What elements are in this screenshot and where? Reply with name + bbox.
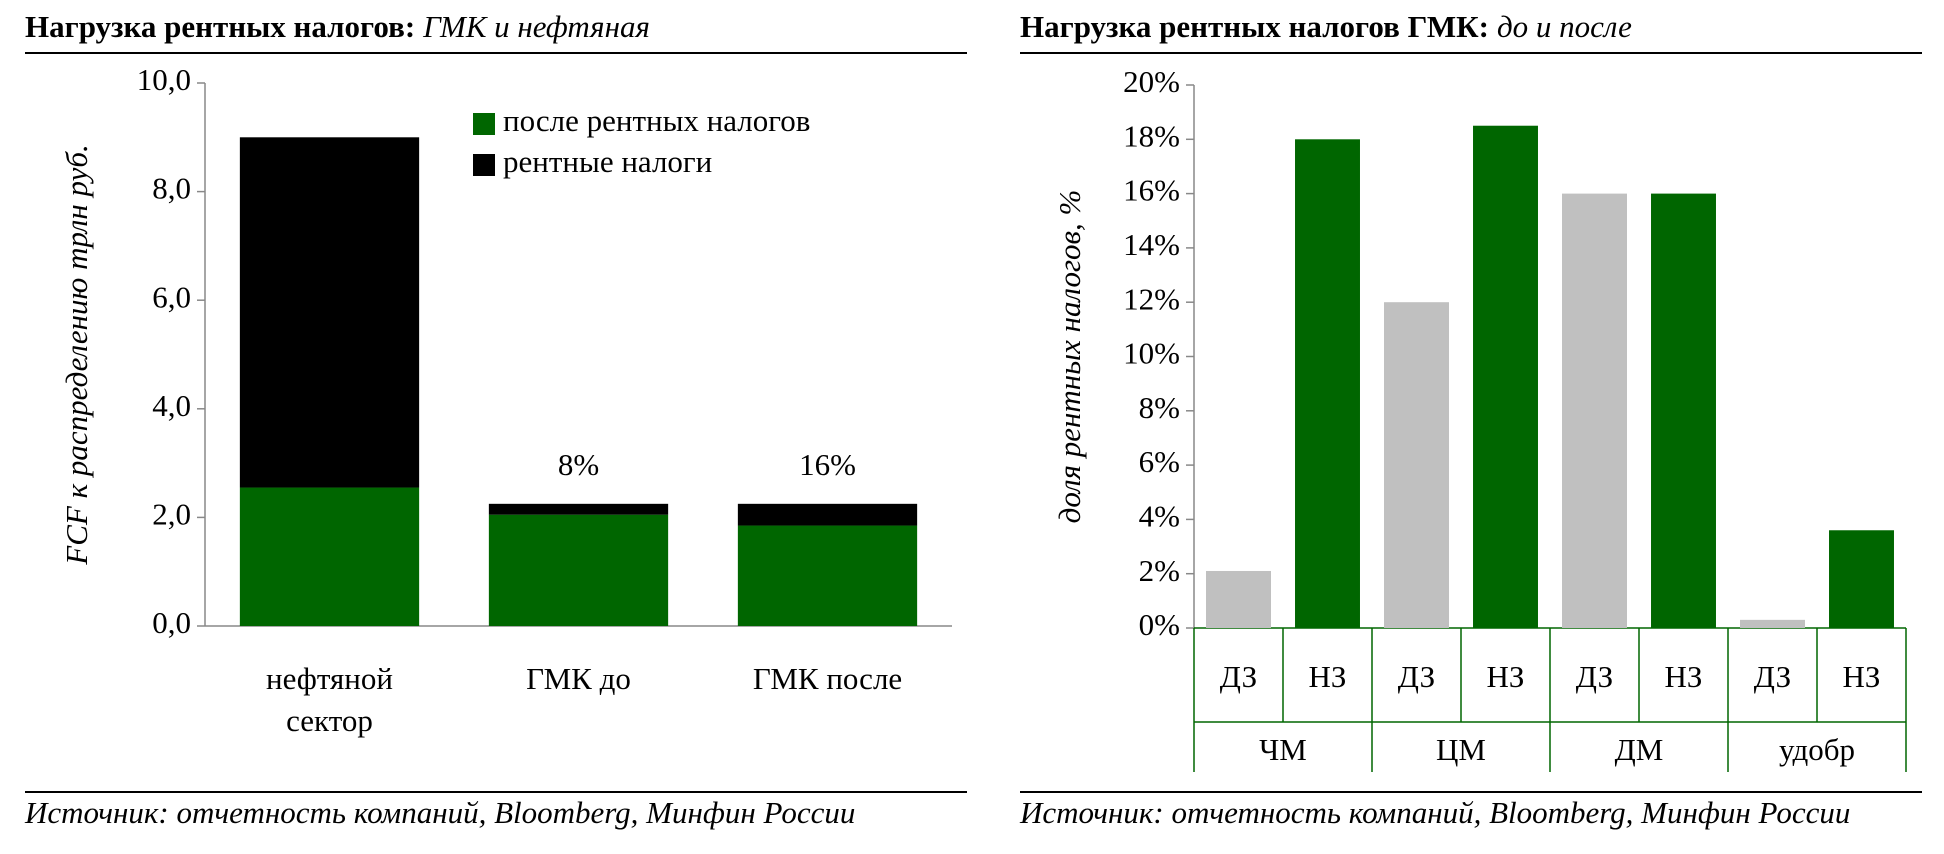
chart-title: Нагрузка рентных налогов: ГМК и нефтяная — [25, 9, 650, 44]
x-tick-label: нефтяной сектор — [266, 661, 393, 738]
title-part: Нагрузка рентных налогов ГМК: — [1020, 9, 1489, 44]
annotation: 70-80% — [280, 278, 378, 313]
x-tick-label: НЗ — [1843, 659, 1881, 694]
bar — [1206, 570, 1271, 628]
x-tick-label: ДЗ — [1754, 659, 1791, 694]
x-tick-label: ГМК до — [526, 661, 631, 696]
bar — [1473, 125, 1538, 628]
y-tick-label: 0,0 — [152, 605, 191, 640]
bar — [1384, 302, 1449, 628]
y-tick-label: 16% — [1123, 173, 1180, 208]
y-tick-label: 6% — [1139, 444, 1180, 479]
y-tick-label: 0% — [1139, 607, 1180, 642]
group-label: удобр — [1779, 732, 1855, 767]
source: Источник: отчетность компаний, Bloomberg… — [1019, 795, 1850, 830]
y-tick-label: 2,0 — [152, 497, 191, 532]
x-tick-label: ДЗ — [1576, 659, 1613, 694]
x-tick-label: ГМК после — [752, 661, 903, 696]
y-tick-label: 12% — [1123, 281, 1180, 316]
chart-title: Нагрузка рентных налогов ГМК: до и после — [1020, 9, 1632, 44]
bar-segment — [239, 487, 420, 626]
group-label: ЧМ — [1259, 732, 1307, 767]
y-axis-label: FCF к распределению трлн руб. — [59, 144, 94, 565]
legend-label: после рентных налогов — [503, 103, 810, 138]
group-label: ЦМ — [1436, 732, 1486, 767]
bar-segment — [737, 503, 918, 526]
y-tick-label: 18% — [1123, 118, 1180, 153]
legend-swatch — [473, 113, 495, 135]
y-tick-label: 10,0 — [137, 62, 191, 97]
y-tick-label: 8% — [1139, 390, 1180, 425]
x-tick-label: ДЗ — [1398, 659, 1435, 694]
group-label: ДМ — [1615, 732, 1664, 767]
bar-segment — [737, 525, 918, 626]
y-tick-label: 8,0 — [152, 171, 191, 206]
title-part: до и после — [1497, 9, 1632, 44]
y-tick-label: 4,0 — [152, 388, 191, 423]
title-part: ГМК и нефтяная — [422, 9, 650, 44]
y-tick-label: 20% — [1123, 64, 1180, 99]
annotation: 8% — [558, 447, 599, 482]
y-axis-label: доля рентных налогов, % — [1052, 190, 1087, 524]
annotation: 16% — [799, 447, 856, 482]
source: Источник: отчетность компаний, Bloomberg… — [24, 795, 855, 830]
title-part: Нагрузка рентных налогов: — [25, 9, 415, 44]
x-tick-label: НЗ — [1665, 659, 1703, 694]
bar-segment — [239, 137, 420, 488]
x-tick-label: ДЗ — [1220, 659, 1257, 694]
y-tick-label: 6,0 — [152, 279, 191, 314]
y-tick-label: 10% — [1123, 336, 1180, 371]
bar-segment — [488, 503, 669, 515]
bar — [1562, 193, 1627, 628]
bar — [1829, 530, 1894, 628]
bar — [1740, 619, 1805, 628]
legend-label: рентные налоги — [503, 144, 712, 179]
x-tick-label: НЗ — [1487, 659, 1525, 694]
bar — [1651, 193, 1716, 628]
y-tick-label: 4% — [1139, 499, 1180, 534]
legend-swatch — [473, 154, 495, 176]
y-tick-label: 2% — [1139, 553, 1180, 588]
bar-segment — [488, 514, 669, 626]
y-tick-label: 14% — [1123, 227, 1180, 262]
bar — [1295, 139, 1360, 629]
x-tick-label: НЗ — [1309, 659, 1347, 694]
